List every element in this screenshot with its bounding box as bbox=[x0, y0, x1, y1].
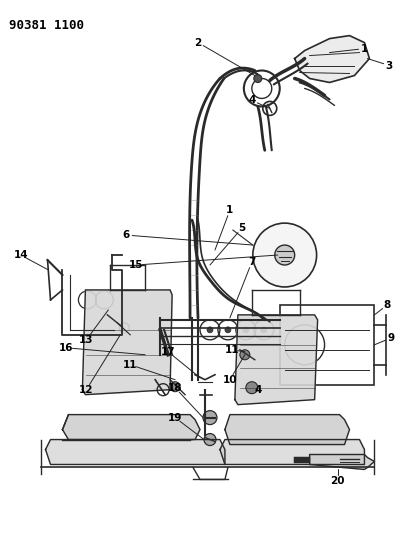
Text: 8: 8 bbox=[384, 300, 391, 310]
Polygon shape bbox=[310, 455, 374, 470]
Text: 18: 18 bbox=[168, 383, 182, 393]
Polygon shape bbox=[220, 440, 364, 464]
Text: 19: 19 bbox=[168, 413, 182, 423]
Text: 11: 11 bbox=[225, 345, 239, 355]
Text: 1: 1 bbox=[361, 44, 368, 54]
Circle shape bbox=[240, 350, 250, 360]
Circle shape bbox=[170, 382, 180, 392]
Circle shape bbox=[225, 327, 231, 333]
Polygon shape bbox=[235, 315, 318, 405]
Text: 17: 17 bbox=[161, 347, 175, 357]
Text: 5: 5 bbox=[238, 223, 245, 233]
Text: 13: 13 bbox=[79, 335, 94, 345]
Text: 4: 4 bbox=[254, 385, 262, 394]
Circle shape bbox=[243, 327, 249, 333]
Polygon shape bbox=[225, 415, 350, 445]
Text: 10: 10 bbox=[223, 375, 237, 385]
Text: 3: 3 bbox=[386, 61, 393, 70]
Text: 7: 7 bbox=[248, 257, 256, 267]
Circle shape bbox=[261, 327, 267, 333]
Circle shape bbox=[207, 327, 213, 333]
Polygon shape bbox=[62, 415, 200, 440]
Text: 11: 11 bbox=[123, 360, 138, 370]
Bar bbox=[280, 305, 374, 385]
Polygon shape bbox=[82, 290, 172, 394]
Circle shape bbox=[253, 223, 317, 287]
Polygon shape bbox=[45, 440, 225, 464]
Text: 90381 1100: 90381 1100 bbox=[9, 19, 84, 31]
Circle shape bbox=[275, 245, 295, 265]
Text: 12: 12 bbox=[79, 385, 94, 394]
Text: 6: 6 bbox=[123, 230, 130, 240]
Text: 15: 15 bbox=[129, 260, 143, 270]
Text: 4: 4 bbox=[248, 95, 256, 106]
Text: 20: 20 bbox=[330, 477, 345, 487]
Text: 9: 9 bbox=[388, 333, 395, 343]
Polygon shape bbox=[295, 36, 369, 83]
Circle shape bbox=[246, 382, 258, 394]
Text: 14: 14 bbox=[13, 250, 28, 260]
Text: 16: 16 bbox=[59, 343, 74, 353]
Circle shape bbox=[254, 75, 262, 83]
Text: 2: 2 bbox=[194, 38, 202, 47]
Text: 1: 1 bbox=[226, 205, 234, 215]
Circle shape bbox=[204, 433, 216, 446]
Circle shape bbox=[203, 410, 217, 425]
